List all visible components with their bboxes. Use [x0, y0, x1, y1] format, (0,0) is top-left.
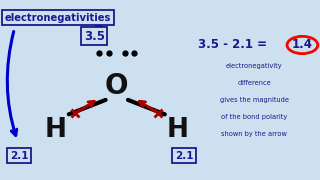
Text: electronegativity: electronegativity — [226, 63, 283, 69]
Text: H: H — [45, 117, 67, 143]
Text: 2.1: 2.1 — [175, 151, 193, 161]
Text: O: O — [105, 72, 129, 100]
Text: H: H — [167, 117, 188, 143]
Text: difference: difference — [237, 80, 271, 86]
Text: 1.4: 1.4 — [292, 39, 313, 51]
Text: gives the magnitude: gives the magnitude — [220, 97, 289, 103]
Text: of the bond polarity: of the bond polarity — [221, 114, 288, 120]
Text: shown by the arrow: shown by the arrow — [221, 131, 287, 137]
Text: 3.5 - 2.1 =: 3.5 - 2.1 = — [198, 39, 268, 51]
Text: 3.5: 3.5 — [84, 30, 105, 42]
Text: 2.1: 2.1 — [10, 151, 28, 161]
Text: electronegativities: electronegativities — [5, 13, 111, 23]
